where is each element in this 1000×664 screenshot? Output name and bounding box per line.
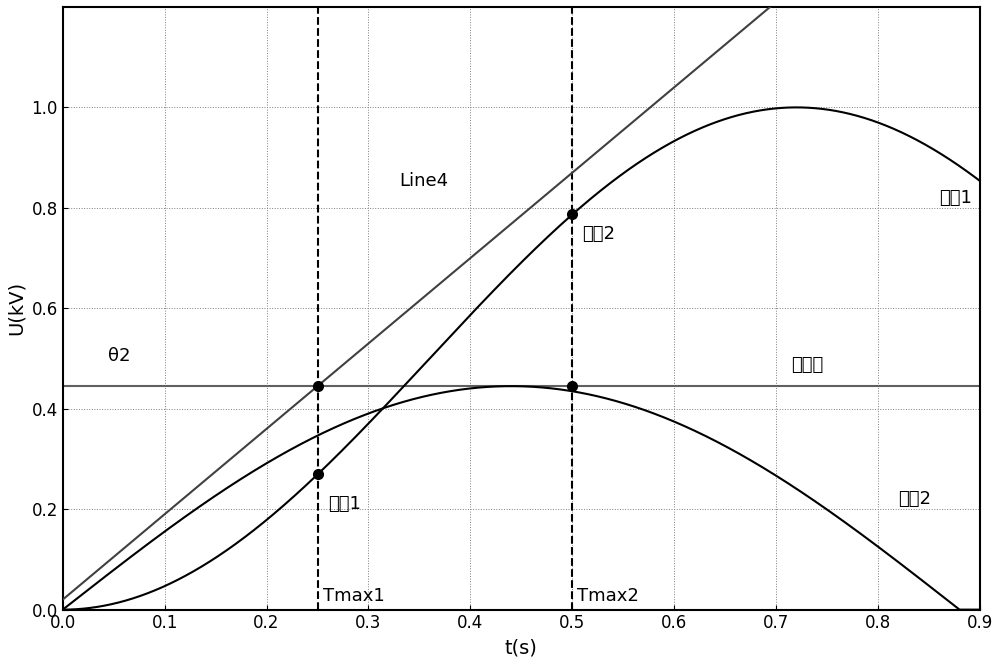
Text: Tmax2: Tmax2 [577, 586, 639, 605]
Text: 水平线: 水平线 [791, 356, 824, 374]
Y-axis label: U(kV): U(kV) [7, 282, 26, 335]
Text: 切点1: 切点1 [328, 495, 361, 513]
Text: Tmax1: Tmax1 [323, 586, 384, 605]
Text: Line4: Line4 [399, 172, 448, 191]
Text: θ2: θ2 [108, 347, 130, 365]
Text: 曲线1: 曲线1 [939, 189, 972, 207]
Text: 曲线2: 曲线2 [898, 490, 931, 508]
X-axis label: t(s): t(s) [505, 638, 538, 657]
Text: 切点2: 切点2 [582, 224, 615, 242]
